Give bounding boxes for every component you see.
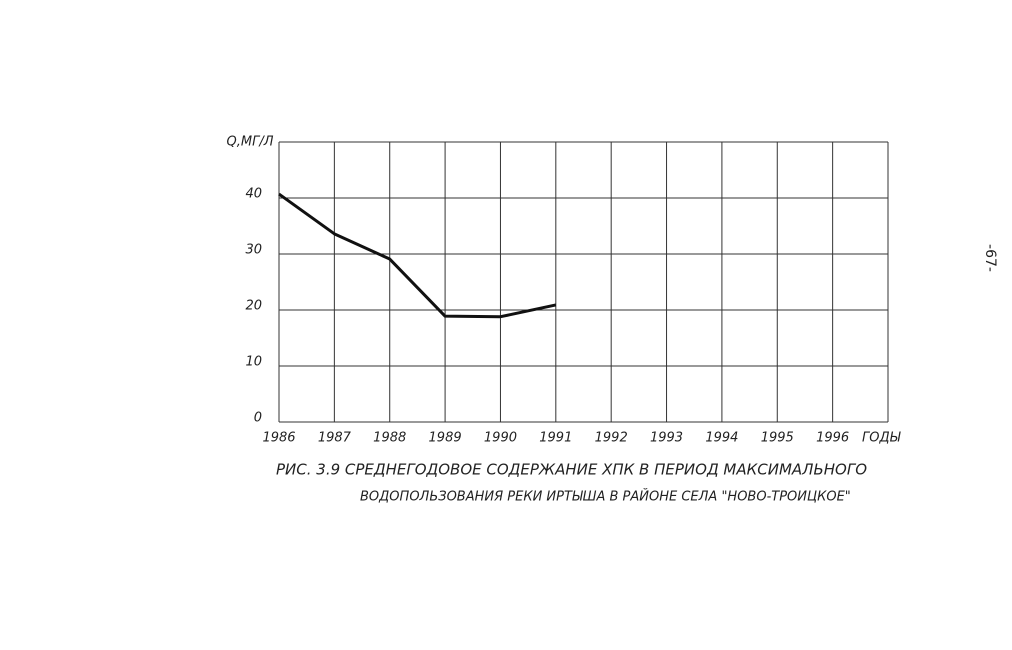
x-tick-label: 1994 bbox=[705, 431, 738, 446]
x-tick-label: 1991 bbox=[539, 431, 572, 446]
x-tick-label: 1992 bbox=[595, 431, 628, 446]
x-tick-label: 1996 bbox=[816, 431, 849, 446]
x-axis-label: ГОДЫ bbox=[862, 431, 902, 446]
data-line bbox=[278, 192, 557, 319]
x-tick-label: 1989 bbox=[429, 431, 462, 446]
y-tick-label: 0 bbox=[254, 411, 262, 426]
y-tick-label: 10 bbox=[245, 355, 262, 370]
x-tick-label: 1995 bbox=[761, 431, 794, 446]
x-tick-label: 1987 bbox=[318, 431, 352, 446]
page-number: -67- bbox=[982, 244, 998, 272]
y-tick-label: 20 bbox=[245, 299, 262, 314]
x-tick-label: 1990 bbox=[484, 431, 517, 446]
chart-title: РИС. 3.9 СРЕДНЕГОДОВОЕ СОДЕРЖАНИЕ ХПК В … bbox=[276, 461, 867, 479]
x-tick-label: 1988 bbox=[373, 431, 406, 446]
x-tick-label: 1986 bbox=[262, 431, 295, 446]
x-tick-label: 1993 bbox=[650, 431, 683, 446]
y-axis-label: Q,МГ/Л bbox=[227, 135, 274, 150]
y-tick-label: 40 bbox=[245, 187, 262, 202]
chart-title: ВОДОПОЛЬЗОВАНИЯ РЕКИ ИРТЫША В РАЙОНЕ СЕЛ… bbox=[360, 489, 851, 505]
y-tick-label: 30 bbox=[245, 243, 262, 258]
